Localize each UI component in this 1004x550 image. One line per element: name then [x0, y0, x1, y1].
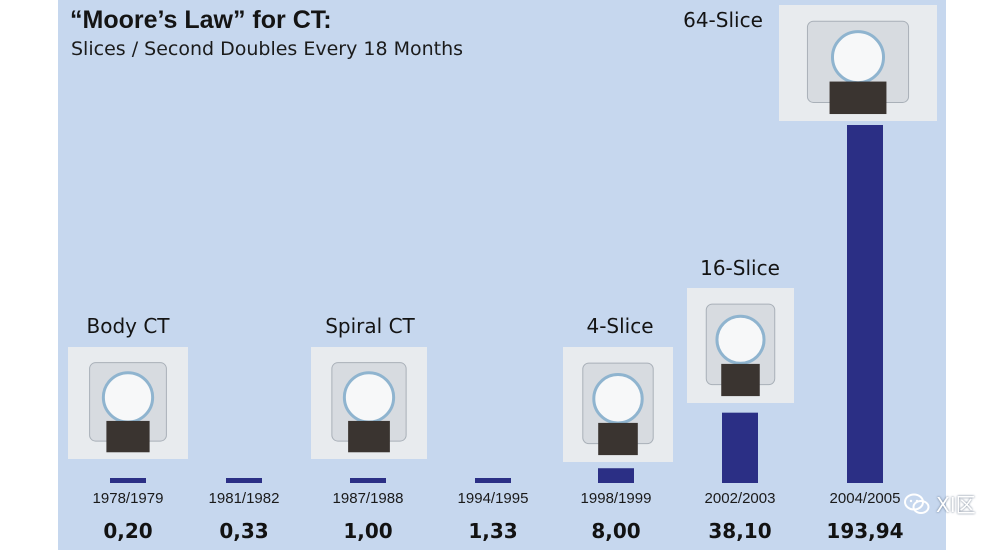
wechat-icon: [904, 493, 930, 514]
chart-subtitle: Slices / Second Doubles Every 18 Months: [71, 38, 464, 60]
bar-1987-1988: [350, 478, 386, 483]
value-label: 1,33: [468, 519, 517, 543]
ct-scanner-image: [311, 347, 427, 459]
watermark-text: XI区: [936, 493, 976, 517]
annotation-label: Body CT: [86, 314, 170, 338]
chart-title: “Moore’s Law” for CT:: [70, 6, 332, 34]
ct-scanner-image: [68, 347, 188, 459]
value-label: 38,10: [708, 519, 771, 543]
value-label: 0,20: [103, 519, 152, 543]
annotation-label: 16-Slice: [700, 256, 780, 280]
annotation-label: Spiral CT: [325, 314, 415, 338]
value-label: 1,00: [343, 519, 392, 543]
bar-1998-1999: [598, 468, 634, 483]
x-tick-label: 2002/2003: [705, 490, 776, 507]
annotation-label: 4-Slice: [586, 314, 653, 338]
ct-scanner-image: [779, 5, 937, 121]
bar-2002-2003: [722, 412, 758, 483]
x-tick-label: 1998/1999: [581, 490, 652, 507]
bar-1994-1995: [475, 478, 511, 483]
bar-1981-1982: [226, 478, 262, 483]
bar-2004-2005: [847, 125, 883, 483]
bar-1978-1979: [110, 478, 146, 483]
value-label: 0,33: [219, 519, 268, 543]
x-tick-label: 1987/1988: [333, 490, 404, 507]
x-tick-label: 1981/1982: [209, 490, 280, 507]
x-tick-label: 2004/2005: [830, 490, 901, 507]
value-label: 8,00: [591, 519, 640, 543]
x-tick-label: 1994/1995: [458, 490, 529, 507]
annotation-label: 64-Slice: [683, 8, 763, 32]
ct-scanner-image: [563, 347, 673, 462]
value-label: 193,94: [826, 519, 903, 543]
watermark: XI区: [904, 489, 976, 518]
ct-scanner-image: [687, 288, 794, 403]
x-tick-label: 1978/1979: [93, 490, 164, 507]
